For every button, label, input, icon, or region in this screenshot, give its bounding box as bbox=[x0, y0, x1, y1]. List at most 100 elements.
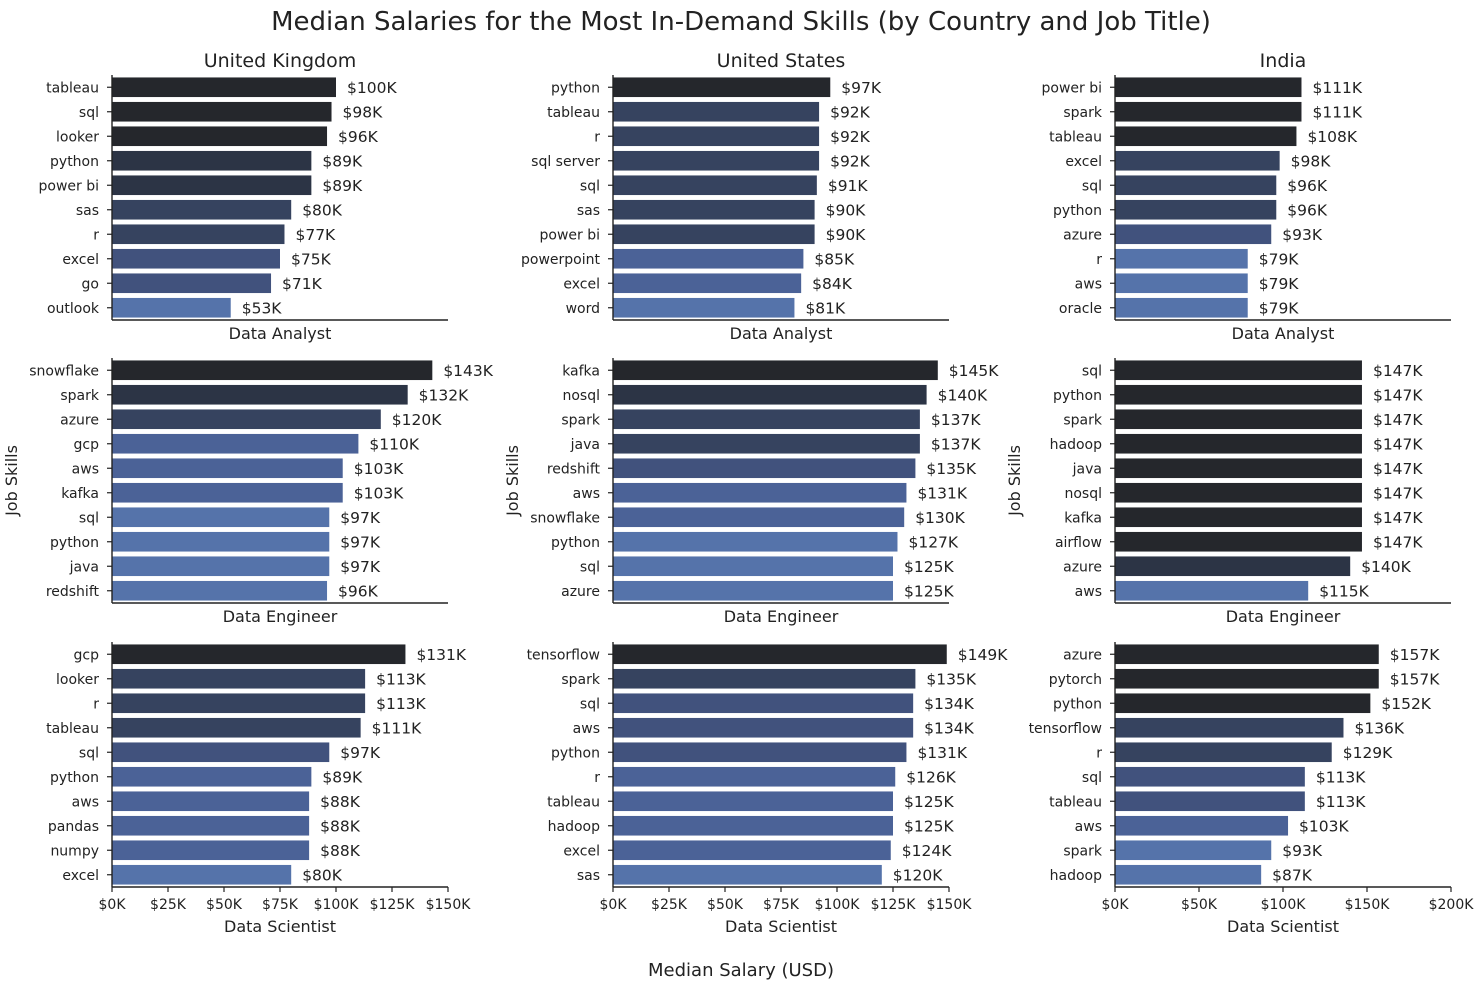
x-axis-label: Data Engineer bbox=[724, 607, 839, 626]
bar-sql bbox=[1115, 766, 1305, 787]
figure-xlabel: Median Salary (USD) bbox=[648, 960, 834, 981]
x-tick-label: $25K bbox=[150, 897, 187, 913]
y-tick-label: sql server bbox=[531, 154, 600, 170]
bar-excel bbox=[613, 840, 891, 861]
y-tick-label: power bi bbox=[540, 227, 601, 243]
x-tick-label: $150K bbox=[927, 897, 973, 913]
data-label: $125K bbox=[904, 582, 954, 600]
bar-python bbox=[613, 531, 898, 552]
x-axis-label: Data Analyst bbox=[229, 324, 332, 343]
data-label: $130K bbox=[915, 509, 965, 527]
bar-azure bbox=[1115, 644, 1379, 665]
bar-python bbox=[1115, 384, 1362, 405]
data-label: $147K bbox=[1373, 362, 1423, 380]
y-tick-label: python bbox=[1053, 388, 1102, 404]
y-tick-label: powerpoint bbox=[521, 252, 600, 268]
y-tick-label: hadoop bbox=[548, 819, 600, 835]
data-label: $79K bbox=[1259, 299, 1300, 317]
bar-sql bbox=[1115, 175, 1277, 196]
bar-spark bbox=[1115, 101, 1302, 122]
data-label: $113K bbox=[376, 670, 426, 688]
data-label: $88K bbox=[320, 842, 361, 860]
y-tick-label: tableau bbox=[46, 80, 99, 96]
bar-java bbox=[1115, 458, 1362, 479]
y-tick-label: tableau bbox=[547, 105, 600, 121]
bar-sql bbox=[112, 507, 330, 528]
y-axis-label: Job Skills bbox=[2, 445, 21, 517]
bar-looker bbox=[112, 126, 328, 147]
data-label: $91K bbox=[828, 177, 869, 195]
subplot-1: $100K tableau $98K sql $96K looker $89K python $… bbox=[39, 50, 448, 343]
data-label: $90K bbox=[826, 226, 867, 244]
bar-azure bbox=[1115, 224, 1272, 245]
y-tick-label: r bbox=[594, 770, 600, 786]
y-tick-label: excel bbox=[62, 252, 99, 268]
y-axis-label: Job Skills bbox=[503, 445, 522, 517]
data-label: $97K bbox=[841, 79, 882, 97]
bar-pytorch bbox=[1115, 668, 1379, 689]
data-label: $110K bbox=[369, 435, 419, 453]
x-axis-label: Data Scientist bbox=[224, 917, 336, 936]
x-tick-label: $25K bbox=[651, 897, 688, 913]
y-tick-label: aws bbox=[1075, 819, 1102, 835]
y-tick-label: kafka bbox=[562, 363, 600, 379]
data-label: $147K bbox=[1373, 533, 1423, 551]
y-tick-label: numpy bbox=[50, 843, 99, 859]
bar-python bbox=[112, 766, 312, 787]
bar-hadoop bbox=[613, 815, 893, 836]
bar-sas bbox=[112, 199, 292, 220]
bar-sql bbox=[613, 556, 893, 577]
y-tick-label: java bbox=[570, 437, 600, 453]
bar-kafka bbox=[1115, 507, 1362, 528]
bar-sas bbox=[613, 199, 815, 220]
y-tick-label: nosql bbox=[1064, 486, 1102, 502]
subplot-title: United Kingdom bbox=[204, 50, 357, 72]
y-tick-label: r bbox=[1096, 745, 1102, 761]
data-label: $111K bbox=[1312, 79, 1362, 97]
subplot-6: $147K sql $147K python $147K spark $147K hadoop… bbox=[1005, 358, 1451, 626]
bar-spark bbox=[112, 384, 408, 405]
bar-nosql bbox=[613, 384, 927, 405]
y-tick-label: snowflake bbox=[530, 510, 600, 526]
y-tick-label: looker bbox=[56, 672, 99, 688]
y-tick-label: sql bbox=[79, 745, 99, 761]
y-tick-label: spark bbox=[561, 672, 601, 688]
y-tick-label: tableau bbox=[1049, 129, 1102, 145]
y-tick-label: pytorch bbox=[1049, 672, 1102, 688]
y-tick-label: python bbox=[551, 535, 600, 551]
data-label: $157K bbox=[1390, 646, 1440, 664]
bar-hadoop bbox=[1115, 864, 1262, 885]
data-label: $125K bbox=[904, 817, 954, 835]
bar-powerpoint bbox=[613, 248, 804, 269]
bar-tableau bbox=[1115, 791, 1305, 812]
y-tick-label: python bbox=[50, 770, 99, 786]
bar-tensorflow bbox=[1115, 717, 1344, 738]
data-label: $147K bbox=[1373, 386, 1423, 404]
data-label: $113K bbox=[1316, 793, 1366, 811]
y-tick-label: outlook bbox=[47, 301, 100, 317]
data-label: $132K bbox=[419, 386, 469, 404]
bar-power-bi bbox=[1115, 77, 1302, 98]
data-label: $53K bbox=[242, 299, 283, 317]
data-label: $97K bbox=[340, 533, 381, 551]
x-tick-label: $50K bbox=[206, 897, 243, 913]
subplot-9: $157K azure $157K pytorch $152K python $136K te… bbox=[1029, 642, 1474, 936]
data-label: $129K bbox=[1343, 744, 1393, 762]
data-label: $71K bbox=[282, 275, 323, 293]
bar-python bbox=[112, 150, 312, 171]
x-axis-label: Data Scientist bbox=[725, 917, 837, 936]
x-axis-label: Data Analyst bbox=[730, 324, 833, 343]
bar-pandas bbox=[112, 815, 310, 836]
data-label: $143K bbox=[443, 362, 493, 380]
data-label: $152K bbox=[1381, 695, 1431, 713]
data-label: $113K bbox=[1316, 768, 1366, 786]
y-tick-label: aws bbox=[1075, 276, 1102, 292]
bar-sql bbox=[613, 175, 817, 196]
bar-airflow bbox=[1115, 531, 1362, 552]
bar-python bbox=[1115, 693, 1371, 714]
x-tick-label: $150K bbox=[426, 897, 472, 913]
data-label: $79K bbox=[1259, 275, 1300, 293]
y-tick-label: sql bbox=[1082, 770, 1102, 786]
bar-aws bbox=[112, 791, 310, 812]
